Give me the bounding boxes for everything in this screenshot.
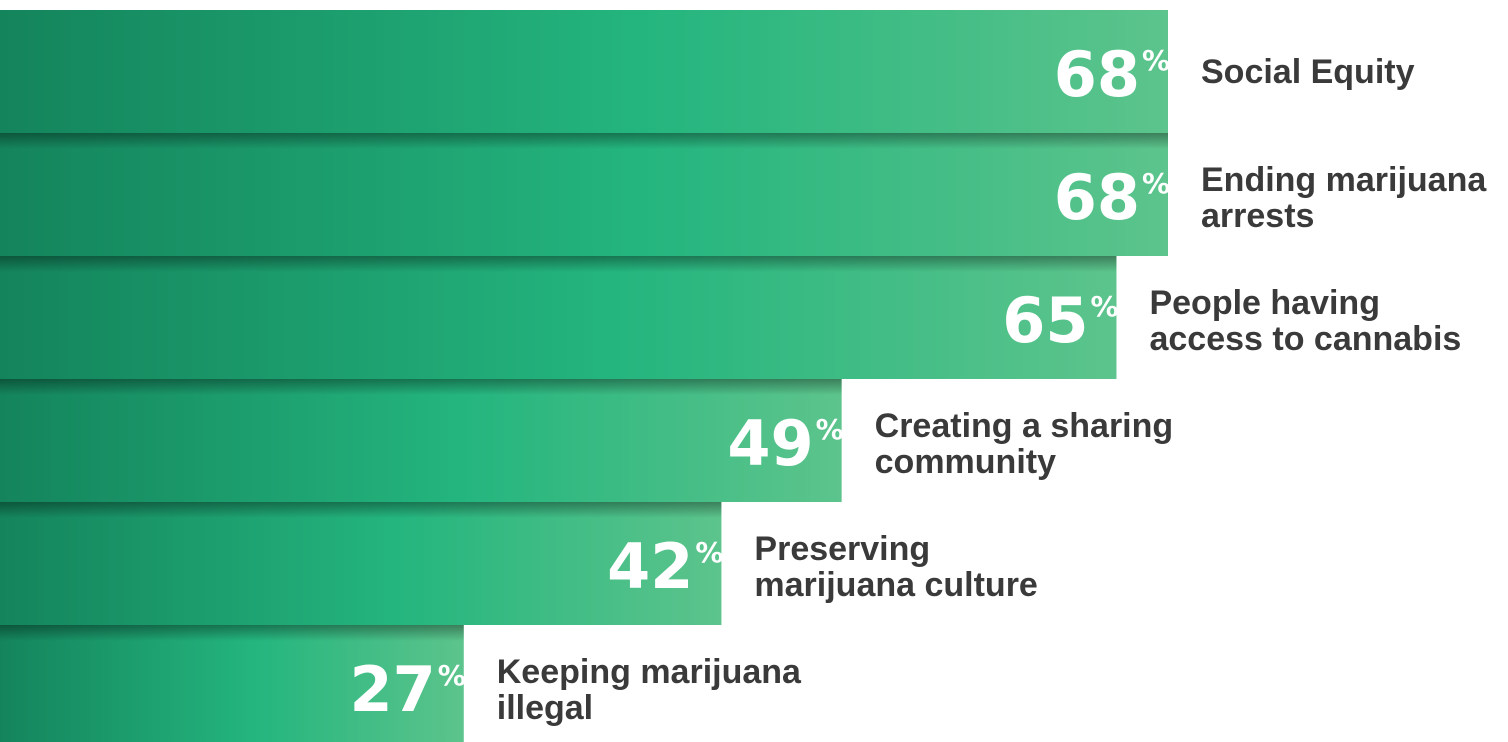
- bar-value-label: 68: [1054, 161, 1140, 234]
- bar-percent-sign: %: [438, 659, 466, 692]
- bar-value-label: 27: [349, 653, 435, 726]
- bar-4: [0, 379, 842, 518]
- bar-rect: [0, 133, 1168, 256]
- bar-rect: [0, 10, 1168, 133]
- bar-5: [0, 502, 722, 641]
- category-label: marijuana culture: [754, 566, 1037, 604]
- category-label: Social Equity: [1201, 53, 1415, 91]
- bar-shadow: [0, 625, 464, 641]
- bar-shadow: [0, 379, 842, 395]
- bar-rect: [0, 625, 464, 742]
- bar-1: [0, 10, 1168, 149]
- category-label: arrests: [1201, 197, 1314, 235]
- category-label: Keeping marijuana: [497, 653, 802, 691]
- bar-shadow: [0, 133, 1168, 149]
- category-label: access to cannabis: [1149, 320, 1461, 358]
- bar-rect: [0, 256, 1117, 379]
- bar-3: [0, 256, 1117, 395]
- bar-percent-sign: %: [1142, 44, 1170, 77]
- bar-percent-sign: %: [1142, 167, 1170, 200]
- bar-rect: [0, 502, 722, 625]
- bar-value-label: 49: [727, 407, 813, 480]
- bar-value-label: 42: [607, 530, 693, 603]
- bar-shadow: [0, 502, 722, 518]
- bar-rect: [0, 379, 842, 502]
- category-label: Preserving: [754, 530, 930, 568]
- category-label: community: [875, 443, 1056, 481]
- bar-value-label: 65: [1002, 284, 1088, 357]
- bars-layer: [0, 10, 1168, 742]
- bar-value-label: 68: [1054, 38, 1140, 111]
- bar-percent-sign: %: [816, 413, 844, 446]
- bar-2: [0, 133, 1168, 272]
- category-label: Ending marijuana: [1201, 161, 1487, 199]
- bar-shadow: [0, 256, 1117, 272]
- bar-percent-sign: %: [695, 536, 723, 569]
- bar-percent-sign: %: [1090, 290, 1118, 323]
- category-label: People having: [1149, 284, 1380, 322]
- bar-6: [0, 625, 464, 742]
- category-label: Creating a sharing: [875, 407, 1174, 445]
- category-label: illegal: [497, 689, 593, 727]
